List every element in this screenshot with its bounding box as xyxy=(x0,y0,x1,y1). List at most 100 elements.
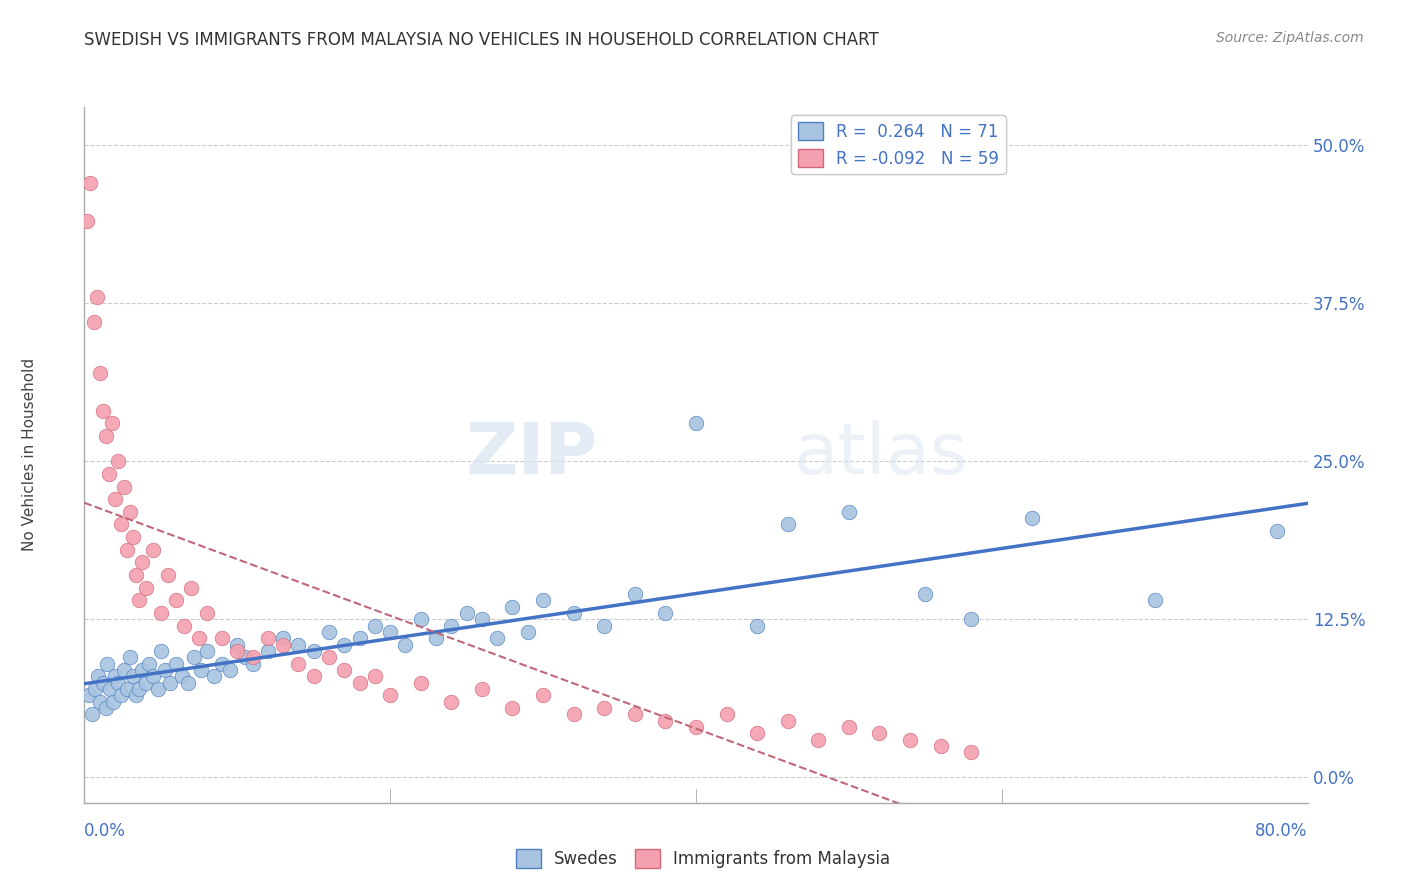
Point xyxy=(1265,524,1288,538)
Point xyxy=(149,606,172,620)
Point xyxy=(531,688,554,702)
Point xyxy=(101,417,124,431)
Point xyxy=(233,650,256,665)
Point xyxy=(211,657,233,671)
Point xyxy=(180,581,202,595)
Text: Source: ZipAtlas.com: Source: ZipAtlas.com xyxy=(1216,31,1364,45)
Point xyxy=(471,681,494,696)
Point xyxy=(1021,511,1043,525)
Point xyxy=(86,290,108,304)
Point xyxy=(486,632,509,646)
Point xyxy=(531,593,554,607)
Point xyxy=(318,650,340,665)
Point xyxy=(125,688,148,702)
Point xyxy=(76,214,98,228)
Point xyxy=(302,669,325,683)
Point xyxy=(98,681,121,696)
Point xyxy=(89,366,111,380)
Point xyxy=(195,644,218,658)
Point xyxy=(271,638,294,652)
Text: SWEDISH VS IMMIGRANTS FROM MALAYSIA NO VEHICLES IN HOUSEHOLD CORRELATION CHART: SWEDISH VS IMMIGRANTS FROM MALAYSIA NO V… xyxy=(84,31,879,49)
Point xyxy=(776,714,799,728)
Text: 80.0%: 80.0% xyxy=(1256,822,1308,839)
Point xyxy=(165,593,187,607)
Point xyxy=(562,606,585,620)
Point xyxy=(165,657,187,671)
Point xyxy=(110,517,132,532)
Point xyxy=(89,695,111,709)
Point xyxy=(960,612,983,626)
Point xyxy=(226,638,249,652)
Point xyxy=(202,669,225,683)
Point xyxy=(138,657,160,671)
Point xyxy=(87,669,110,683)
Point xyxy=(838,720,860,734)
Point xyxy=(80,707,103,722)
Point xyxy=(562,707,585,722)
Point xyxy=(349,632,371,646)
Point xyxy=(135,581,157,595)
Point xyxy=(776,517,799,532)
Point xyxy=(120,650,142,665)
Point xyxy=(142,669,165,683)
Point xyxy=(142,542,165,557)
Point xyxy=(173,618,195,632)
Text: 0.0%: 0.0% xyxy=(84,822,127,839)
Point xyxy=(1143,593,1166,607)
Point xyxy=(409,612,432,626)
Point xyxy=(440,618,463,632)
Point xyxy=(271,632,294,646)
Text: No Vehicles in Household: No Vehicles in Household xyxy=(22,359,37,551)
Point xyxy=(157,568,180,582)
Point xyxy=(654,714,676,728)
Point xyxy=(685,720,707,734)
Point xyxy=(149,644,172,658)
Point xyxy=(898,732,921,747)
Point xyxy=(177,675,200,690)
Point xyxy=(502,701,524,715)
Point xyxy=(747,726,769,740)
Point xyxy=(333,663,356,677)
Point xyxy=(685,417,707,431)
Point xyxy=(155,663,177,677)
Point xyxy=(94,701,117,715)
Point xyxy=(190,663,212,677)
Point xyxy=(502,599,524,614)
Point xyxy=(364,669,387,683)
Point xyxy=(103,695,125,709)
Point xyxy=(91,403,114,417)
Point xyxy=(318,625,340,640)
Point xyxy=(380,625,402,640)
Point xyxy=(115,542,138,557)
Point xyxy=(302,644,325,658)
Point xyxy=(159,675,181,690)
Point xyxy=(747,618,769,632)
Point xyxy=(128,593,150,607)
Point xyxy=(380,688,402,702)
Point xyxy=(172,669,194,683)
Point xyxy=(104,492,127,507)
Point xyxy=(226,644,249,658)
Point xyxy=(96,657,118,671)
Point xyxy=(97,467,120,481)
Point xyxy=(125,568,148,582)
Point xyxy=(287,638,309,652)
Point xyxy=(287,657,309,671)
Point xyxy=(364,618,387,632)
Point xyxy=(107,675,129,690)
Point xyxy=(869,726,891,740)
Point xyxy=(409,675,432,690)
Point xyxy=(394,638,416,652)
Point xyxy=(79,176,101,190)
Point xyxy=(115,681,138,696)
Point xyxy=(122,530,145,544)
Point xyxy=(242,650,264,665)
Point xyxy=(122,669,145,683)
Point xyxy=(135,675,157,690)
Point xyxy=(112,663,135,677)
Point xyxy=(716,707,738,722)
Point xyxy=(146,681,169,696)
Point xyxy=(257,644,280,658)
Point xyxy=(183,650,205,665)
Point xyxy=(131,556,153,570)
